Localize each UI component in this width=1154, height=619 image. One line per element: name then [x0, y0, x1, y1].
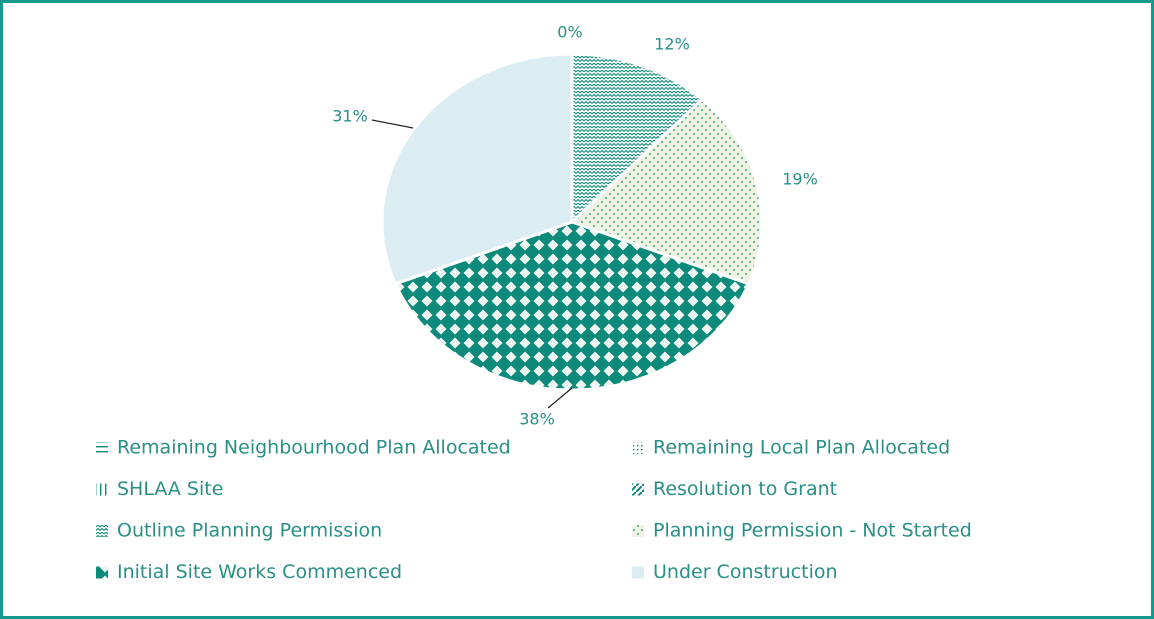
legend-swatch [96, 483, 108, 496]
legend-swatch [96, 525, 108, 537]
data-label: 12% [654, 35, 690, 54]
legend-swatch [632, 483, 644, 496]
legend-swatch [632, 566, 644, 579]
legend-label: Remaining Neighbourhood Plan Allocated [117, 437, 511, 459]
legend-swatch [96, 566, 108, 579]
data-label: 31% [332, 107, 368, 126]
legend-swatch [96, 442, 108, 454]
data-label: 38% [519, 410, 555, 429]
data-label: 0% [557, 23, 582, 42]
legend-swatch [632, 442, 644, 454]
legend-label: SHLAA Site [117, 478, 223, 500]
legend-label: Initial Site Works Commenced [117, 561, 402, 583]
legend-label: Remaining Local Plan Allocated [653, 437, 950, 459]
legend-swatch [632, 525, 644, 537]
leader-line [547, 387, 573, 409]
legend-label: Under Construction [653, 561, 838, 583]
legend-label: Outline Planning Permission [117, 520, 382, 542]
legend-label: Resolution to Grant [653, 478, 837, 500]
pie-slice [393, 220, 751, 392]
pie-slice [570, 52, 705, 226]
leader-line [371, 119, 414, 129]
legend-label: Planning Permission - Not Started [653, 520, 972, 542]
data-label: 19% [782, 170, 818, 189]
pie-slice [380, 52, 574, 286]
